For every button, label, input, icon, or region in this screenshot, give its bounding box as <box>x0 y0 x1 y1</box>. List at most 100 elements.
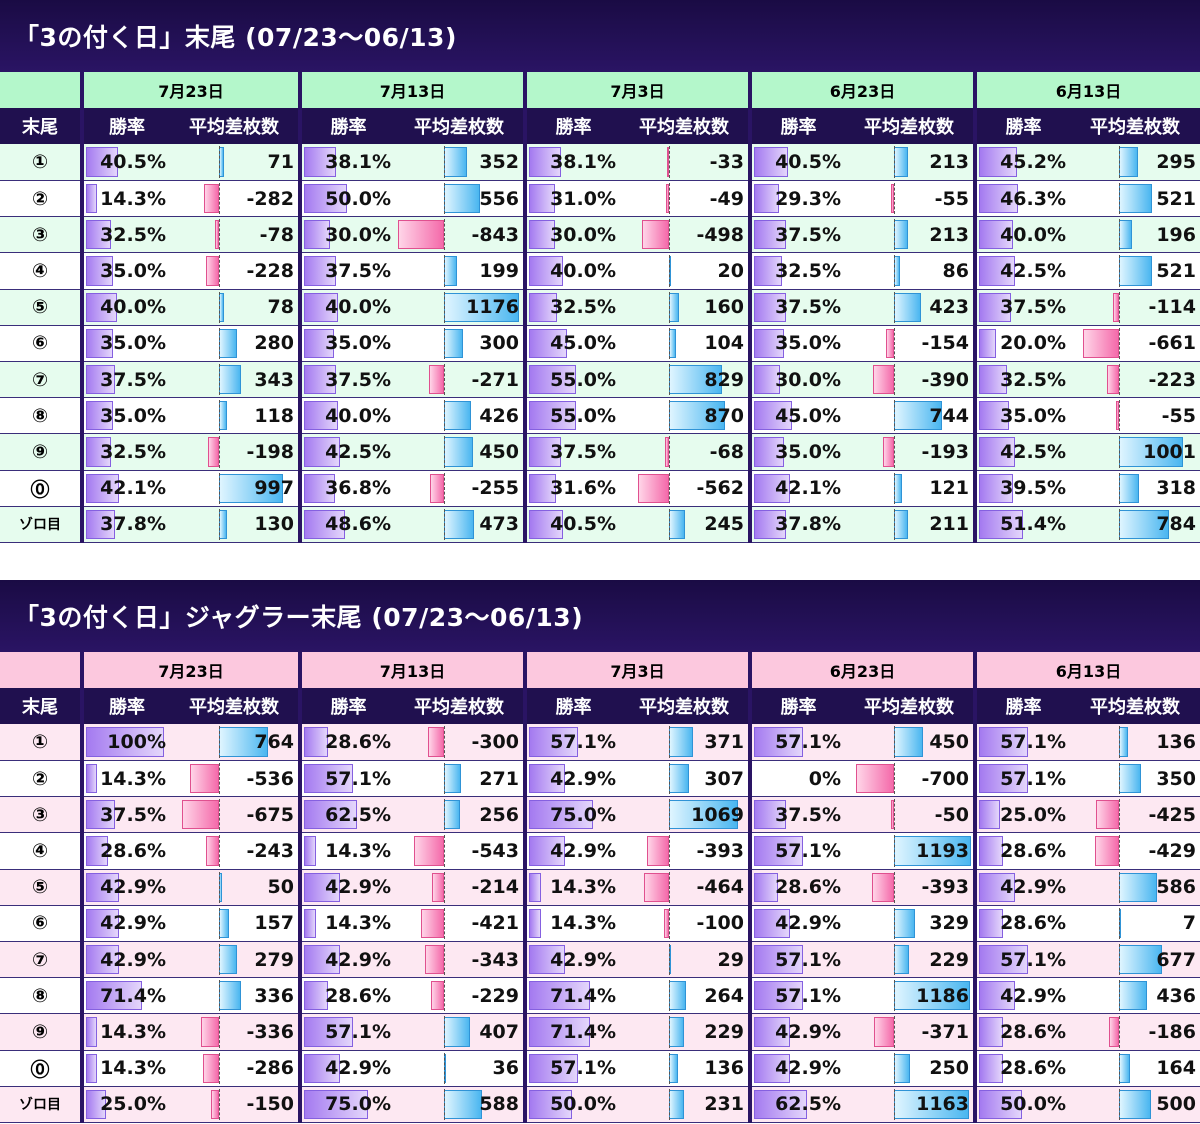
tail-label: ⑦ <box>0 361 82 399</box>
avg-diff-bar <box>430 473 444 503</box>
win-rate-bar <box>304 184 347 214</box>
win-rate-cell: 32.5% <box>80 433 170 471</box>
win-rate-header: 勝率 <box>80 688 170 725</box>
zero-axis <box>1119 327 1120 359</box>
zero-axis <box>444 364 445 396</box>
avg-diff-bar <box>1119 1089 1152 1119</box>
win-rate-value: 42.9% <box>325 948 391 971</box>
avg-diff-bar <box>669 981 686 1011</box>
zero-axis <box>219 907 220 939</box>
avg-diff-value: 86 <box>942 260 969 283</box>
avg-diff-value: -393 <box>696 840 744 863</box>
win-rate-cell: 42.5% <box>973 252 1070 290</box>
win-rate-bar <box>86 401 114 431</box>
avg-diff-value: -425 <box>1148 803 1196 826</box>
win-rate-value: 71.4% <box>100 984 166 1007</box>
avg-diff-bar <box>214 220 219 250</box>
win-rate-value: 57.1% <box>1000 767 1066 790</box>
zero-axis <box>1119 835 1120 867</box>
win-rate-cell: 28.6% <box>298 977 395 1015</box>
win-rate-cell: 30.0% <box>748 361 845 399</box>
avg-diff-bar <box>894 727 923 758</box>
avg-diff-cell: 1001 <box>1070 433 1200 471</box>
avg-diff-value: 1001 <box>1143 440 1196 463</box>
win-rate-cell: 46.3% <box>973 180 1070 218</box>
win-rate-bar <box>979 328 996 358</box>
avg-diff-cell: -68 <box>620 433 750 471</box>
avg-diff-bar <box>669 328 676 358</box>
zero-axis <box>219 726 220 759</box>
win-rate-value: 28.6% <box>325 984 391 1007</box>
avg-diff-value: 157 <box>254 912 294 935</box>
avg-diff-cell: 136 <box>620 1050 750 1087</box>
avg-diff-value: 280 <box>254 332 294 355</box>
avg-diff-value: 213 <box>929 151 969 174</box>
win-rate-bar <box>979 836 1004 866</box>
win-rate-bar <box>304 872 341 902</box>
win-rate-cell: 57.1% <box>973 724 1070 762</box>
avg-diff-value: 586 <box>1156 876 1196 899</box>
avg-diff-bar <box>1119 220 1132 250</box>
avg-diff-bar <box>669 1017 684 1047</box>
win-rate-bar <box>754 365 780 395</box>
zero-axis <box>1119 472 1120 504</box>
win-rate-cell: 36.8% <box>298 470 395 507</box>
avg-diff-cell: 229 <box>620 1013 750 1051</box>
avg-diff-value: 271 <box>479 767 519 790</box>
win-rate-cell: 37.5% <box>973 289 1070 326</box>
win-rate-value: 30.0% <box>775 368 841 391</box>
zero-axis <box>1119 1052 1120 1084</box>
zero-axis <box>444 835 445 867</box>
win-rate-cell: 37.5% <box>748 216 845 254</box>
avg-diff-cell: -255 <box>395 470 525 507</box>
avg-diff-bar <box>890 184 894 214</box>
zero-axis <box>894 472 895 504</box>
win-rate-value: 57.1% <box>775 948 841 971</box>
avg-diff-value: -50 <box>934 803 969 826</box>
avg-diff-header: 平均差枚数 <box>620 688 750 725</box>
avg-diff-cell: 407 <box>395 1013 525 1051</box>
win-rate-cell: 40.0% <box>298 289 395 326</box>
zero-axis <box>444 291 445 323</box>
avg-diff-value: 784 <box>1156 513 1196 536</box>
win-rate-cell: 62.5% <box>748 1086 845 1123</box>
avg-diff-bar <box>444 401 472 431</box>
avg-diff-bar <box>894 981 971 1011</box>
zero-axis <box>219 472 220 504</box>
table-row: ⑧ 71.4% 336 28.6% -229 71.4% 264 57.1% 1186 42.9%… <box>0 977 1200 1015</box>
date-header: 7月13日 <box>298 72 525 109</box>
win-rate-cell: 32.5% <box>748 252 845 290</box>
table-row: ⑧ 35.0% 118 40.0% 426 55.0% 870 45.0% 744 35.0% -5… <box>0 397 1200 435</box>
win-rate-cell: 42.9% <box>748 1013 845 1051</box>
avg-diff-value: 211 <box>929 513 969 536</box>
avg-diff-cell: 500 <box>1070 1086 1200 1123</box>
zero-axis <box>444 508 445 540</box>
avg-diff-cell: 1193 <box>845 832 975 870</box>
zero-axis <box>219 980 220 1012</box>
zero-axis <box>669 472 670 504</box>
avg-diff-cell: 20 <box>620 252 750 290</box>
avg-diff-value: -429 <box>1148 840 1196 863</box>
win-rate-bar <box>86 1089 106 1119</box>
win-rate-value: 29.3% <box>775 187 841 210</box>
zero-axis <box>1119 400 1120 432</box>
avg-diff-value: 213 <box>929 223 969 246</box>
avg-diff-value: 350 <box>1156 767 1196 790</box>
win-rate-bar <box>304 836 317 866</box>
avg-diff-bar <box>444 800 461 830</box>
avg-diff-bar <box>208 437 219 467</box>
zero-axis <box>894 364 895 396</box>
win-rate-value: 28.6% <box>100 840 166 863</box>
win-rate-bar <box>86 328 114 358</box>
date-header: 7月3日 <box>523 72 750 109</box>
win-rate-bar <box>754 872 779 902</box>
win-rate-value: 28.6% <box>1000 1020 1066 1043</box>
zero-axis <box>219 183 220 215</box>
win-rate-bar <box>979 981 1016 1011</box>
win-rate-bar <box>754 836 803 866</box>
win-rate-bar <box>529 509 564 539</box>
win-rate-cell: 35.0% <box>748 325 845 363</box>
win-rate-value: 37.8% <box>775 513 841 536</box>
win-rate-bar <box>529 147 562 178</box>
avg-diff-value: -300 <box>471 731 519 754</box>
